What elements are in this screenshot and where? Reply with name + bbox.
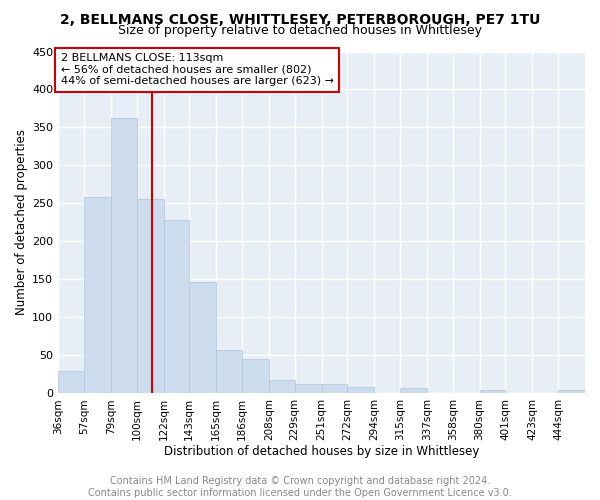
Bar xyxy=(295,384,322,394)
Bar xyxy=(137,199,164,394)
Text: 2, BELLMANS CLOSE, WHITTLESEY, PETERBOROUGH, PE7 1TU: 2, BELLMANS CLOSE, WHITTLESEY, PETERBORO… xyxy=(60,12,540,26)
Bar xyxy=(216,350,242,394)
Bar xyxy=(111,118,137,394)
Bar xyxy=(269,380,295,394)
Bar xyxy=(558,390,585,394)
Bar xyxy=(479,390,505,394)
Bar xyxy=(58,370,84,394)
Text: 2 BELLMANS CLOSE: 113sqm
← 56% of detached houses are smaller (802)
44% of semi-: 2 BELLMANS CLOSE: 113sqm ← 56% of detach… xyxy=(61,53,334,86)
Bar xyxy=(322,384,347,394)
Bar xyxy=(189,282,216,394)
Bar xyxy=(242,359,269,394)
Bar xyxy=(164,220,189,394)
X-axis label: Distribution of detached houses by size in Whittlesey: Distribution of detached houses by size … xyxy=(164,444,479,458)
Text: Size of property relative to detached houses in Whittlesey: Size of property relative to detached ho… xyxy=(118,24,482,37)
Text: Contains HM Land Registry data © Crown copyright and database right 2024.
Contai: Contains HM Land Registry data © Crown c… xyxy=(88,476,512,498)
Bar xyxy=(400,388,427,394)
Bar xyxy=(347,388,374,394)
Bar xyxy=(84,196,111,394)
Y-axis label: Number of detached properties: Number of detached properties xyxy=(15,130,28,316)
